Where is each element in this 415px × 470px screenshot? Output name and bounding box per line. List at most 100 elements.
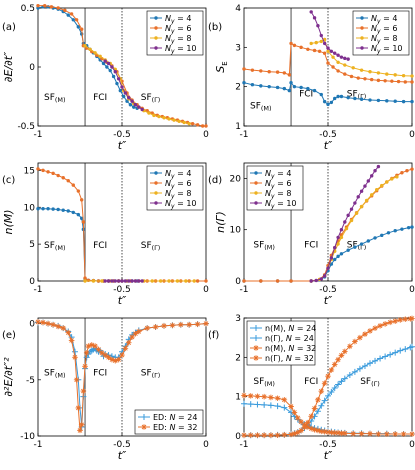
data-point [274,395,281,402]
data-point [351,66,355,70]
legend-entry: Ny = 6 [371,24,397,35]
data-point [312,16,317,20]
data-point [192,279,196,283]
data-point [322,99,327,104]
data-point [347,343,353,350]
data-point [306,47,310,51]
legend-marker [360,46,364,50]
legend-marker [154,181,158,185]
y-tick-label: 1 [235,393,241,403]
data-point [291,409,298,416]
legend: Ny = 4Ny = 6Ny = 8Ny = 10 [246,165,304,211]
data-point [80,388,87,394]
data-point [393,73,397,77]
data-point [314,278,318,283]
data-point [380,233,384,238]
data-point [350,430,356,437]
data-point [152,113,156,118]
data-point [363,77,367,81]
data-point [395,175,399,179]
data-point [79,216,84,221]
data-point [309,10,313,14]
data-point [182,120,186,125]
legend-entry: Ny = 8 [371,34,397,45]
data-point [367,328,373,334]
data-point [116,279,121,283]
legend-entry: Ny = 6 [165,179,191,190]
data-point [60,325,66,331]
x-tick-label: -0.5 [113,285,131,295]
data-point [261,401,268,408]
data-point [317,49,322,53]
data-point [369,193,374,197]
data-point [319,33,323,38]
data-point [362,331,368,337]
legend-entry: Ny = 6 [265,179,291,190]
data-point [400,227,404,231]
data-point [71,210,75,215]
y-tick-label: 20 [230,174,242,184]
data-point [331,361,338,368]
data-point [63,8,67,13]
data-point [336,69,340,73]
y-tick-label: -0.5 [17,122,35,132]
data-point [305,419,311,426]
data-point [250,68,255,72]
data-point [329,100,334,105]
data-point [56,173,60,178]
data-point [343,220,347,224]
data-point [384,431,390,437]
data-point [306,86,310,91]
data-point [335,356,341,363]
data-point [346,213,350,218]
data-point [397,317,404,323]
data-point [68,337,75,344]
data-point [351,368,358,375]
region-label: SF(M) [250,101,272,112]
data-point [133,279,138,283]
data-point [318,428,325,435]
data-point [400,431,407,437]
data-point [81,220,86,224]
region-label: SF(Γ) [347,241,367,252]
data-point [36,207,40,211]
data-point [83,279,87,283]
data-point [369,174,374,178]
region-label: SF(M) [253,377,275,388]
data-point [353,201,357,205]
data-point [187,121,191,126]
data-point [88,47,92,51]
data-point [158,279,163,283]
data-point [342,348,348,355]
data-point [382,321,388,327]
data-point [241,432,247,439]
data-point [288,403,294,410]
series-2 [35,319,209,434]
data-point [400,171,404,175]
data-point [333,245,337,250]
data-point [103,59,107,63]
data-point [319,92,323,97]
data-point [375,187,379,192]
chart-panel-3: (c) -1 -0.5 0 0 5 10 15 t″ n(M) SF(M) FCI SF(Γ) Ny = … [2,162,209,307]
data-point [254,401,261,408]
data-point [119,352,125,358]
legend-entry: Ny = 10 [265,199,297,210]
data-point [76,212,81,217]
data-point [354,211,359,215]
data-point [373,236,377,240]
data-point [328,388,335,395]
data-point [259,84,263,88]
data-point [130,279,134,283]
data-point [326,49,330,53]
data-point [254,393,261,400]
data-point [377,355,384,362]
data-point [298,419,304,425]
panel-letter: (f) [208,330,219,341]
data-point [78,421,85,428]
region-label: FCI [304,377,318,387]
data-point [377,323,383,329]
data-point [356,76,360,80]
data-point [312,48,317,53]
y-axis-label: n(M) [2,209,15,234]
